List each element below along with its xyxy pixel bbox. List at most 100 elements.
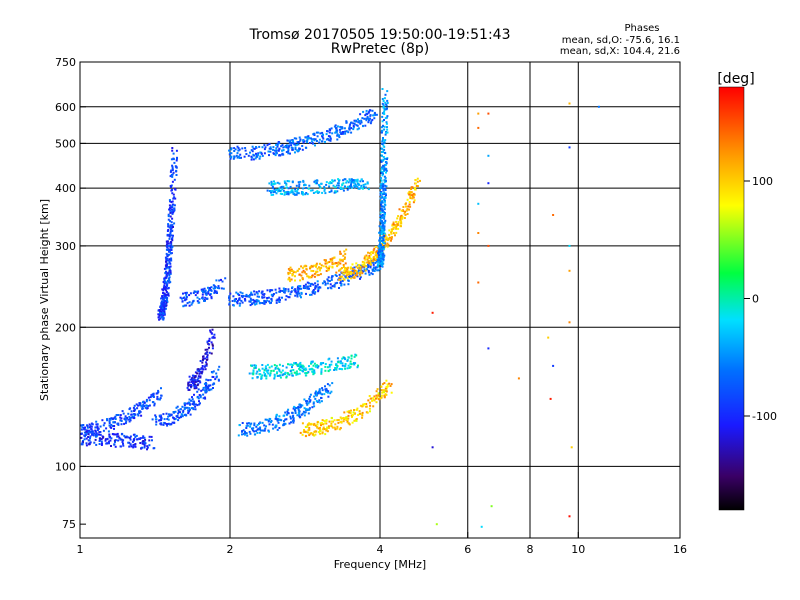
data-point — [287, 273, 290, 276]
data-point — [255, 302, 258, 305]
data-point — [90, 428, 93, 430]
data-point — [291, 411, 294, 414]
data-point — [313, 264, 316, 267]
data-point — [95, 420, 98, 423]
data-point — [364, 269, 367, 272]
data-point — [391, 230, 394, 232]
data-point — [256, 424, 259, 426]
data-point — [252, 370, 255, 373]
colorbar-tick-label: 0 — [752, 293, 759, 306]
data-point — [346, 277, 349, 280]
data-point — [311, 433, 314, 436]
data-point — [120, 420, 123, 422]
data-point — [289, 191, 292, 194]
data-point — [185, 298, 188, 301]
data-point — [315, 270, 318, 273]
data-point — [91, 430, 94, 433]
data-point — [313, 292, 316, 295]
data-point — [202, 368, 205, 371]
data-point — [382, 144, 385, 147]
data-point — [284, 289, 287, 292]
data-point — [121, 410, 124, 413]
data-point — [319, 363, 322, 366]
data-point — [288, 272, 291, 274]
data-point — [366, 181, 369, 184]
data-point — [299, 139, 302, 142]
data-point — [313, 362, 316, 365]
data-point — [279, 192, 282, 195]
data-point — [333, 284, 336, 286]
data-point — [327, 390, 330, 393]
data-point — [372, 249, 375, 252]
data-point — [218, 365, 221, 368]
data-point — [206, 385, 209, 388]
data-point — [292, 192, 295, 195]
data-point — [89, 441, 92, 444]
data-point — [308, 397, 311, 400]
data-point — [165, 304, 168, 307]
data-point — [294, 275, 296, 278]
data-point — [263, 293, 266, 295]
data-point — [275, 299, 278, 302]
data-point — [368, 255, 371, 257]
data-point — [168, 226, 171, 229]
data-point — [138, 410, 140, 413]
data-point — [329, 137, 332, 140]
data-point — [199, 371, 202, 373]
data-point — [159, 310, 162, 313]
data-point — [416, 180, 419, 183]
data-point — [346, 410, 349, 413]
data-point — [375, 250, 378, 253]
data-point — [354, 362, 357, 365]
data-point — [363, 403, 366, 405]
data-point — [313, 371, 316, 373]
data-point — [125, 435, 128, 438]
data-point — [170, 226, 172, 229]
data-point — [383, 199, 386, 202]
data-point — [265, 369, 268, 372]
data-point — [340, 267, 343, 270]
data-point — [201, 358, 204, 361]
data-point — [275, 143, 278, 146]
data-point — [281, 290, 284, 292]
data-point — [185, 414, 188, 417]
data-point — [381, 243, 384, 245]
data-point — [383, 236, 386, 239]
data-point — [383, 235, 386, 237]
data-point — [400, 220, 403, 223]
data-point — [268, 147, 271, 150]
data-point — [123, 434, 126, 437]
data-point — [307, 431, 310, 434]
data-point — [167, 259, 170, 262]
data-point — [185, 293, 188, 296]
data-point — [343, 127, 346, 130]
data-point — [341, 184, 344, 187]
data-point — [326, 366, 329, 369]
data-point — [383, 109, 386, 111]
data-point — [309, 285, 312, 287]
data-point — [340, 368, 343, 370]
data-point — [271, 423, 274, 426]
data-point — [257, 153, 259, 156]
data-point — [253, 147, 256, 150]
data-point — [204, 389, 207, 392]
data-point — [290, 278, 293, 281]
data-point — [269, 373, 272, 376]
data-point — [354, 179, 357, 182]
data-point — [95, 435, 97, 438]
data-point — [136, 413, 139, 416]
data-point — [339, 125, 342, 128]
data-point — [407, 192, 410, 195]
data-point — [359, 276, 362, 279]
data-point — [235, 154, 238, 157]
data-point — [381, 112, 384, 115]
data-point — [311, 265, 314, 268]
data-point — [339, 280, 342, 283]
data-point — [263, 301, 266, 304]
data-point — [274, 154, 277, 157]
data-point — [288, 363, 291, 366]
data-point — [326, 383, 329, 386]
data-point — [342, 179, 345, 182]
data-point — [373, 112, 376, 115]
data-point — [282, 146, 285, 149]
